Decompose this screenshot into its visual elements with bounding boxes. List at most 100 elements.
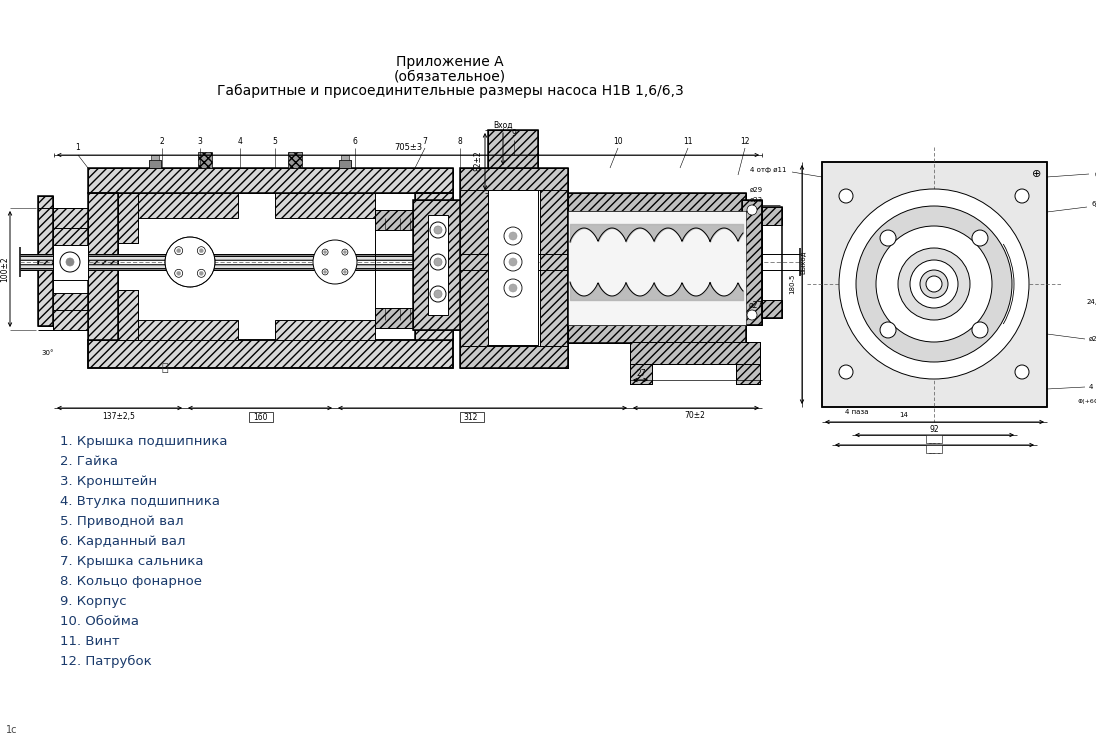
- Text: 11: 11: [683, 137, 693, 145]
- Text: 100±2: 100±2: [0, 256, 10, 282]
- Text: 7. Крышка сальника: 7. Крышка сальника: [60, 555, 204, 568]
- Text: 2. Гайка: 2. Гайка: [60, 455, 118, 468]
- Text: 110: 110: [927, 438, 941, 446]
- Bar: [201, 155, 209, 160]
- Text: ⊕: ⊕: [1032, 169, 1041, 179]
- Text: 6. Карданный вал: 6. Карданный вал: [60, 535, 185, 548]
- Bar: [568, 325, 746, 343]
- Bar: [429, 215, 448, 315]
- Text: 705±3: 705±3: [393, 143, 422, 153]
- Text: 70±2: 70±2: [685, 412, 706, 421]
- Text: Габаритные и присоединительные размеры насоса Н1В 1,6/6,3: Габаритные и присоединительные размеры н…: [217, 84, 684, 98]
- Circle shape: [840, 189, 1029, 379]
- Text: 5: 5: [273, 137, 277, 145]
- Bar: [460, 168, 568, 368]
- Bar: [762, 207, 783, 318]
- Text: 9. Корпус: 9. Корпус: [60, 595, 127, 608]
- Circle shape: [1015, 365, 1029, 379]
- Bar: [488, 190, 538, 345]
- Bar: [149, 160, 161, 168]
- Bar: [149, 160, 161, 168]
- Text: 4 отф ø14: 4 отф ø14: [1089, 384, 1096, 390]
- Bar: [460, 168, 568, 190]
- Text: 160: 160: [253, 413, 267, 421]
- Circle shape: [434, 290, 442, 298]
- Circle shape: [197, 269, 205, 277]
- Circle shape: [313, 240, 357, 284]
- Text: (обязательное): (обязательное): [393, 69, 506, 83]
- Text: 11. Винт: 11. Винт: [60, 635, 119, 648]
- Bar: [762, 300, 783, 318]
- Circle shape: [176, 249, 181, 252]
- Bar: [415, 193, 453, 340]
- Bar: [275, 320, 375, 340]
- Text: 150: 150: [927, 447, 941, 457]
- Bar: [822, 162, 1047, 407]
- Bar: [289, 160, 301, 168]
- Text: Выход: Выход: [799, 250, 804, 274]
- Bar: [138, 320, 238, 340]
- Text: ⏚: ⏚: [162, 363, 169, 373]
- Bar: [460, 168, 488, 368]
- Bar: [742, 200, 762, 325]
- Circle shape: [920, 270, 948, 298]
- Circle shape: [343, 270, 346, 273]
- Circle shape: [430, 222, 446, 238]
- Text: 27: 27: [636, 370, 646, 379]
- Text: 7: 7: [423, 137, 427, 145]
- Circle shape: [840, 365, 853, 379]
- Text: ø27: ø27: [749, 300, 763, 309]
- Circle shape: [174, 269, 183, 277]
- Text: 12: 12: [740, 137, 750, 145]
- Bar: [568, 193, 746, 211]
- Text: 4. Втулка подшипника: 4. Втулка подшипника: [60, 495, 220, 508]
- Bar: [138, 193, 238, 218]
- Circle shape: [504, 279, 522, 297]
- Circle shape: [434, 258, 442, 266]
- Text: Вход: Вход: [493, 120, 513, 129]
- Bar: [568, 211, 746, 325]
- Circle shape: [898, 248, 970, 320]
- Bar: [20, 264, 460, 270]
- Bar: [630, 342, 760, 364]
- Bar: [118, 290, 138, 340]
- Circle shape: [322, 249, 328, 255]
- Text: 2: 2: [160, 137, 164, 145]
- Bar: [38, 196, 53, 326]
- Bar: [762, 207, 783, 225]
- Circle shape: [323, 251, 327, 254]
- Circle shape: [509, 284, 517, 292]
- Text: 9: 9: [512, 128, 516, 137]
- Circle shape: [176, 272, 181, 275]
- Circle shape: [199, 249, 204, 252]
- Text: 92: 92: [929, 424, 939, 433]
- Bar: [198, 152, 212, 168]
- Text: 4 паза: 4 паза: [845, 409, 869, 415]
- Circle shape: [972, 230, 987, 246]
- Text: 5. Приводной вал: 5. Приводной вал: [60, 515, 184, 528]
- Circle shape: [174, 246, 183, 255]
- Bar: [926, 445, 941, 453]
- Circle shape: [910, 260, 958, 308]
- Text: 1. Крышка подшипника: 1. Крышка подшипника: [60, 435, 228, 448]
- Circle shape: [343, 251, 346, 254]
- Bar: [118, 193, 138, 243]
- Circle shape: [926, 276, 941, 292]
- Bar: [88, 193, 118, 340]
- Circle shape: [322, 269, 328, 275]
- Bar: [375, 210, 416, 328]
- Text: 24,8°: 24,8°: [1087, 299, 1096, 306]
- Bar: [88, 168, 453, 193]
- Circle shape: [876, 226, 992, 342]
- Bar: [488, 130, 538, 168]
- Bar: [289, 160, 301, 168]
- Bar: [53, 293, 88, 310]
- Text: 3. Кронштейн: 3. Кронштейн: [60, 475, 157, 488]
- Circle shape: [197, 246, 205, 255]
- Bar: [38, 196, 53, 326]
- Bar: [737, 364, 760, 384]
- Bar: [53, 310, 88, 330]
- Bar: [488, 130, 538, 168]
- Bar: [53, 208, 88, 228]
- Bar: [737, 364, 760, 384]
